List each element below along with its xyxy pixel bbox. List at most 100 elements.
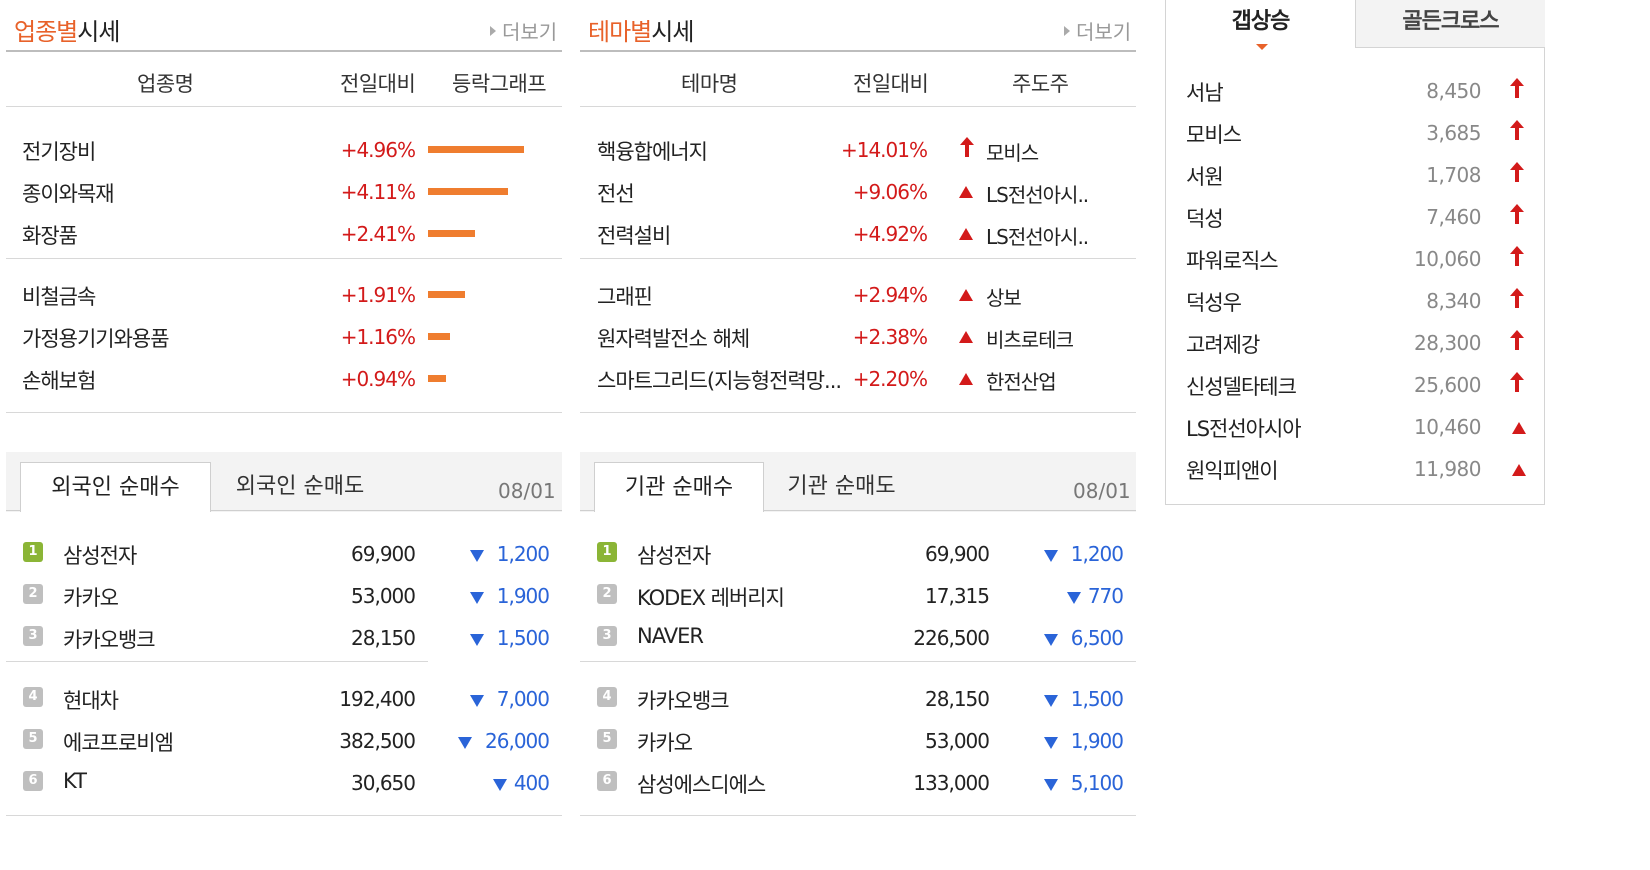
theme-title-rest: 시세 [651, 18, 694, 46]
divider [580, 258, 1136, 259]
stock-name[interactable]: 파워로직스 [1186, 249, 1279, 273]
stock-price: 53,000 [351, 584, 416, 608]
rank-badge: 1 [23, 542, 43, 562]
stock-price: 226,500 [913, 626, 990, 650]
stock-name[interactable]: 서원 [1186, 165, 1224, 189]
divider [6, 258, 562, 259]
tab-institution-net-sell[interactable]: 기관 순매도 [787, 474, 896, 499]
stock-name[interactable]: KODEX 레버리지 [637, 586, 785, 610]
theme-col-change: 전일대비 [853, 72, 929, 96]
theme-leader-stock[interactable]: 비츠로테크 [986, 328, 1074, 352]
divider [6, 661, 428, 662]
theme-col-name: 테마명 [681, 72, 738, 96]
theme-change-pct: +2.20% [852, 367, 928, 391]
active-tab-indicator-icon [1256, 44, 1268, 50]
stock-price: 133,000 [913, 771, 990, 795]
stock-name[interactable]: 카카오뱅크 [637, 689, 730, 713]
stock-change: 1,200 [1070, 542, 1124, 566]
tab-foreign-net-buy[interactable]: 외국인 순매수 [20, 462, 211, 512]
industry-change-pct: +0.94% [340, 367, 416, 391]
stock-name[interactable]: 카카오 [63, 586, 119, 610]
tab-golden-cross[interactable]: 골든크로스 [1355, 0, 1545, 48]
divider [6, 815, 562, 816]
up-arrow-icon [959, 137, 975, 161]
stock-name[interactable]: 카카오 [637, 731, 693, 755]
rank-badge: 4 [597, 687, 617, 707]
theme-more-label: 더보기 [1076, 20, 1132, 44]
stock-change: 1,900 [1070, 729, 1124, 753]
stock-price: 28,300 [1414, 331, 1481, 355]
up-triangle-icon [959, 331, 973, 343]
stock-name[interactable]: 모비스 [1186, 123, 1242, 147]
stock-price: 25,600 [1414, 373, 1481, 397]
tab-foreign-net-sell[interactable]: 외국인 순매도 [235, 474, 365, 499]
stock-name[interactable]: 원익피앤이 [1186, 459, 1279, 483]
up-triangle-icon [1512, 464, 1526, 476]
down-triangle-icon [469, 550, 484, 562]
theme-leader-stock[interactable]: LS전선아시.. [986, 225, 1089, 249]
stock-change: 6,500 [1070, 626, 1124, 650]
stock-name[interactable]: 카카오뱅크 [63, 628, 156, 652]
up-triangle-icon [959, 186, 973, 198]
up-triangle-icon [1512, 422, 1526, 434]
stock-name[interactable]: 삼성에스디에스 [637, 773, 766, 797]
stock-price: 8,340 [1426, 289, 1481, 313]
stock-name[interactable]: 덕성 [1186, 207, 1224, 231]
industry-change-bar [428, 188, 508, 195]
industry-title: 업종별시세 [14, 12, 120, 47]
industry-col-graph: 등락그래프 [452, 72, 547, 96]
stock-name[interactable]: LS전선아시아 [1186, 417, 1302, 441]
theme-leader-stock[interactable]: 모비스 [986, 141, 1039, 165]
rank-badge: 2 [23, 584, 43, 604]
down-triangle-icon [469, 695, 484, 707]
up-arrow-icon [1509, 330, 1525, 354]
theme-leader-stock[interactable]: LS전선아시.. [986, 183, 1089, 207]
industry-more-link[interactable]: 더보기 [490, 16, 557, 45]
stock-price: 8,450 [1426, 79, 1481, 103]
stock-name[interactable]: 고려제강 [1186, 333, 1260, 357]
theme-name: 원자력발전소 해체 [597, 327, 750, 351]
rank-badge: 4 [23, 687, 43, 707]
theme-change-pct: +4.92% [852, 222, 928, 246]
stock-name[interactable]: 서남 [1186, 81, 1224, 105]
down-triangle-icon [1043, 634, 1058, 646]
tab-gap-rise[interactable]: 갭상승 [1166, 0, 1355, 48]
stock-name[interactable]: 현대차 [63, 689, 119, 713]
theme-leader-stock[interactable]: 한전산업 [986, 370, 1057, 394]
stock-name[interactable]: 에코프로비엠 [63, 731, 174, 755]
stock-name[interactable]: 삼성전자 [63, 544, 137, 568]
industry-col-name: 업종명 [137, 72, 194, 96]
theme-change-pct: +14.01% [840, 138, 928, 162]
theme-col-leader: 주도주 [1012, 72, 1069, 96]
rank-badge: 2 [597, 584, 617, 604]
stock-price: 17,315 [925, 584, 990, 608]
theme-more-link[interactable]: 더보기 [1064, 16, 1131, 45]
up-arrow-icon [1509, 162, 1525, 186]
theme-name: 전선 [597, 182, 635, 206]
stock-change: 770 [1087, 584, 1124, 608]
theme-name: 그래핀 [597, 285, 653, 309]
rank-badge: 3 [23, 626, 43, 646]
triangle-right-icon [1064, 26, 1070, 36]
stock-name[interactable]: 신성델타테크 [1186, 375, 1297, 399]
stock-name[interactable]: NAVER [637, 624, 704, 648]
stock-change: 1,900 [496, 584, 550, 608]
theme-leader-stock[interactable]: 상보 [986, 286, 1022, 310]
industry-change-bar [428, 146, 524, 153]
down-triangle-icon [469, 634, 484, 646]
stock-name[interactable]: KT [63, 769, 87, 793]
divider [580, 510, 1136, 511]
tab-institution-net-buy[interactable]: 기관 순매수 [594, 462, 764, 512]
down-triangle-icon [469, 592, 484, 604]
stock-price: 69,900 [351, 542, 416, 566]
stock-name[interactable]: 삼성전자 [637, 544, 711, 568]
divider [580, 50, 1136, 52]
divider [580, 106, 1136, 107]
down-triangle-icon [1043, 550, 1058, 562]
stock-name[interactable]: 덕성우 [1186, 291, 1242, 315]
up-triangle-icon [959, 373, 973, 385]
stock-change: 7,000 [496, 687, 550, 711]
up-arrow-icon [1509, 120, 1525, 144]
industry-name: 손해보험 [22, 369, 96, 393]
industry-title-accent: 업종별 [14, 18, 78, 46]
